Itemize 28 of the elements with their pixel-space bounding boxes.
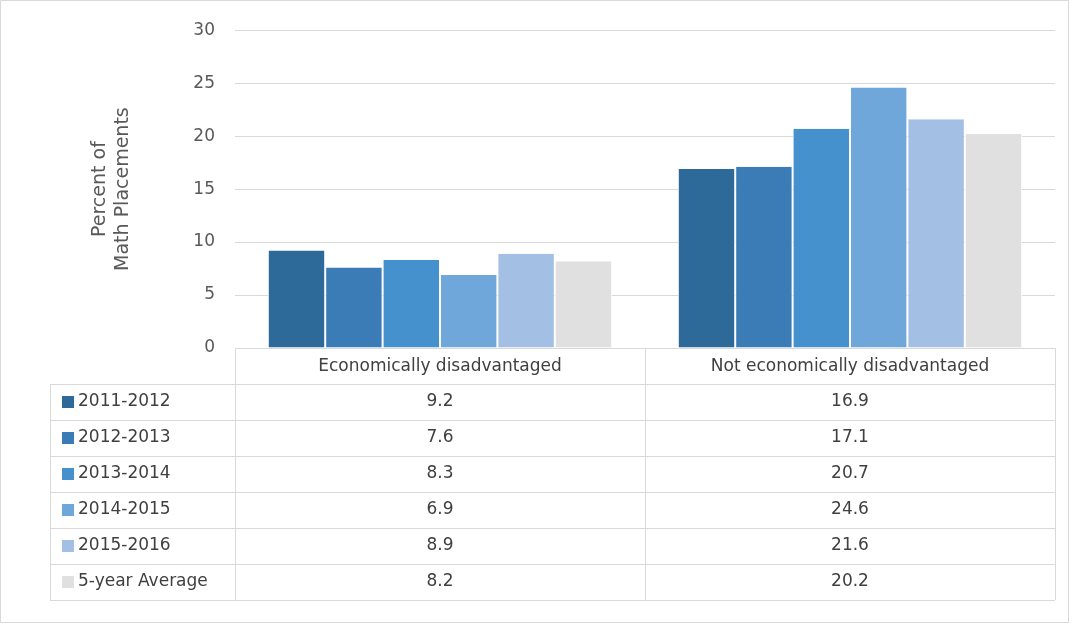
data-label: 8.2 bbox=[426, 570, 454, 591]
legend-label: 2014-2015 bbox=[78, 498, 171, 519]
data-label: 20.7 bbox=[831, 462, 869, 483]
legend-label: 2011-2012 bbox=[78, 390, 171, 411]
y-tick-label: 25 bbox=[193, 71, 215, 92]
data-label: 8.3 bbox=[426, 462, 454, 483]
y-tick-label: 30 bbox=[193, 18, 215, 39]
data-label: 7.6 bbox=[426, 426, 454, 447]
y-tick-label: 5 bbox=[204, 283, 215, 304]
y-tick-label: 10 bbox=[193, 230, 215, 251]
y-tick-label: 15 bbox=[193, 177, 215, 198]
y-axis-title: Percent of Math Placements bbox=[87, 107, 133, 271]
y-tick-label: 20 bbox=[193, 124, 215, 145]
data-label: 9.2 bbox=[426, 390, 454, 411]
data-label: 8.9 bbox=[426, 534, 454, 555]
data-label: 6.9 bbox=[426, 498, 454, 519]
x-tick-label: Not economically disadvantaged bbox=[710, 354, 990, 375]
y-tick-label: 0 bbox=[204, 336, 215, 357]
legend-label: 5-year Average bbox=[78, 570, 208, 591]
legend-label: 2013-2014 bbox=[78, 462, 171, 483]
data-label: 24.6 bbox=[831, 498, 869, 519]
legend-label: 2015-2016 bbox=[78, 534, 171, 555]
data-label: 20.2 bbox=[831, 570, 869, 591]
data-label: 16.9 bbox=[831, 390, 869, 411]
legend-label: 2012-2013 bbox=[78, 426, 171, 447]
data-label: 21.6 bbox=[831, 534, 869, 555]
data-label: 17.1 bbox=[831, 426, 869, 447]
x-tick-label: Economically disadvantaged bbox=[318, 354, 562, 375]
